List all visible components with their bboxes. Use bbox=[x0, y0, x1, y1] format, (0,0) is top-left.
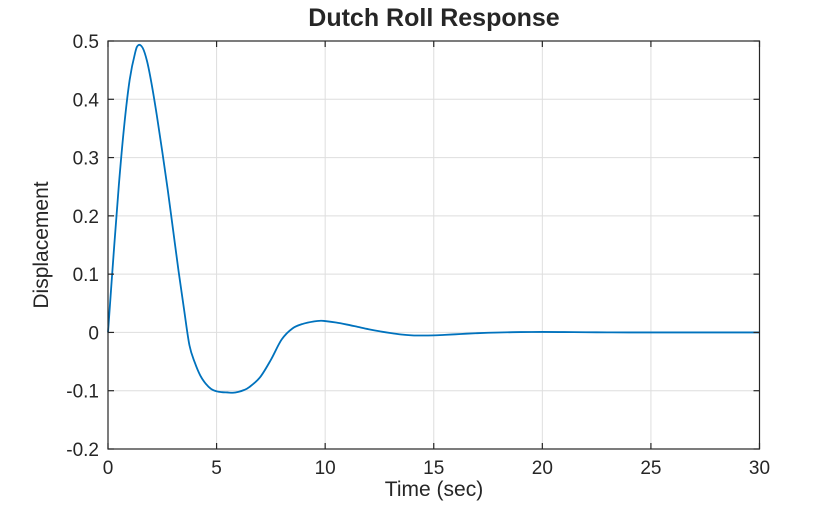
y-tick-label: 0.5 bbox=[73, 32, 99, 53]
chart-title: Dutch Roll Response bbox=[308, 4, 560, 32]
x-tick-label: 25 bbox=[640, 458, 661, 479]
x-tick-label: 20 bbox=[532, 458, 553, 479]
x-axis-label: Time (sec) bbox=[384, 478, 484, 501]
y-tick-label: 0 bbox=[88, 323, 99, 344]
y-tick-label: 0.1 bbox=[73, 265, 99, 286]
x-tick-label: 15 bbox=[423, 458, 444, 479]
y-tick-label: -0.2 bbox=[66, 440, 99, 461]
x-tick-label: 10 bbox=[315, 458, 336, 479]
response-curve bbox=[107, 43, 760, 394]
y-tick-label: 0.2 bbox=[73, 207, 99, 228]
y-tick-label: -0.1 bbox=[66, 382, 99, 403]
y-tick-label: 0.4 bbox=[73, 90, 100, 111]
x-tick-label: 30 bbox=[749, 458, 770, 479]
x-tick-label: 0 bbox=[103, 458, 114, 479]
y-tick-label: 0.3 bbox=[73, 149, 99, 170]
x-tick-label: 5 bbox=[211, 458, 222, 479]
